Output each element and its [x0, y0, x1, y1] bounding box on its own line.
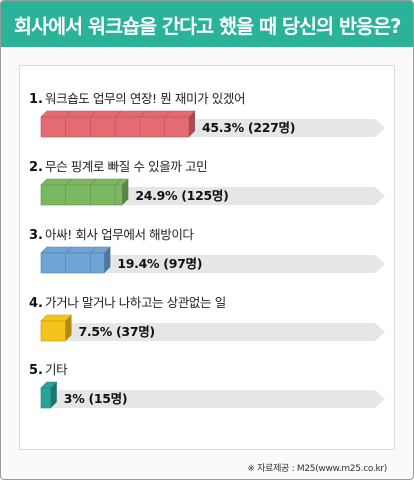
- bar-track: [43, 390, 385, 408]
- question-label: 기타: [45, 362, 68, 377]
- chart-title: 회사에서 워크숍을 간다고 했을 때 당신의 반응은?: [14, 15, 401, 38]
- question-number: 3.: [29, 228, 43, 243]
- bar-segment: [40, 184, 67, 206]
- bar-segment: [65, 116, 91, 138]
- bar-segment: [114, 116, 141, 138]
- bar-segment: [114, 184, 123, 206]
- bar-segment: [65, 252, 91, 274]
- bar-segment: [65, 184, 91, 206]
- question-number: 5.: [29, 363, 43, 378]
- header-bar: 회사에서 워크숍을 간다고 했을 때 당신의 반응은?: [1, 1, 413, 47]
- bar-segment: [40, 252, 67, 274]
- bar-track: [43, 323, 385, 341]
- bar-value-label: 7.5% (37명): [79, 324, 155, 339]
- bar-side: [65, 315, 72, 341]
- bar-side: [104, 247, 111, 273]
- question-number: 4.: [29, 296, 43, 311]
- bar-track: [43, 255, 385, 273]
- bar-side: [122, 179, 129, 205]
- bar-segment: [40, 387, 52, 409]
- question-number: 1.: [29, 92, 43, 107]
- question-label: 아싸! 회사 업무에서 해방이다: [45, 227, 194, 242]
- bar-segment: [139, 116, 165, 138]
- bar-value-label: 24.9% (125명): [135, 188, 228, 203]
- bar-segment: [90, 116, 116, 138]
- bar-value-label: 45.3% (227명): [202, 120, 295, 135]
- bar-side: [189, 111, 195, 137]
- bar-value-label: 3% (15명): [64, 391, 128, 406]
- question-label: 가거나 말거나 나하고는 상관없는 일: [45, 295, 226, 310]
- question-label: 워크숍도 업무의 연장! 뭔 재미가 있겠어: [45, 91, 245, 106]
- bar-segment: [40, 320, 66, 342]
- bar-segment: [164, 116, 190, 138]
- source-credit: ※ 자료제공 : M25(www.m25.co.kr): [247, 464, 387, 474]
- bar-side: [50, 382, 57, 408]
- bar-track: [43, 187, 385, 205]
- question-number: 2.: [29, 160, 43, 175]
- bar-value-label: 19.4% (97명): [117, 256, 202, 271]
- question-label: 무슨 핑계로 빠질 수 있을까 고민: [45, 159, 207, 174]
- bar-segment: [40, 116, 67, 138]
- bar-segment: [90, 252, 105, 274]
- bar-segment: [90, 184, 116, 206]
